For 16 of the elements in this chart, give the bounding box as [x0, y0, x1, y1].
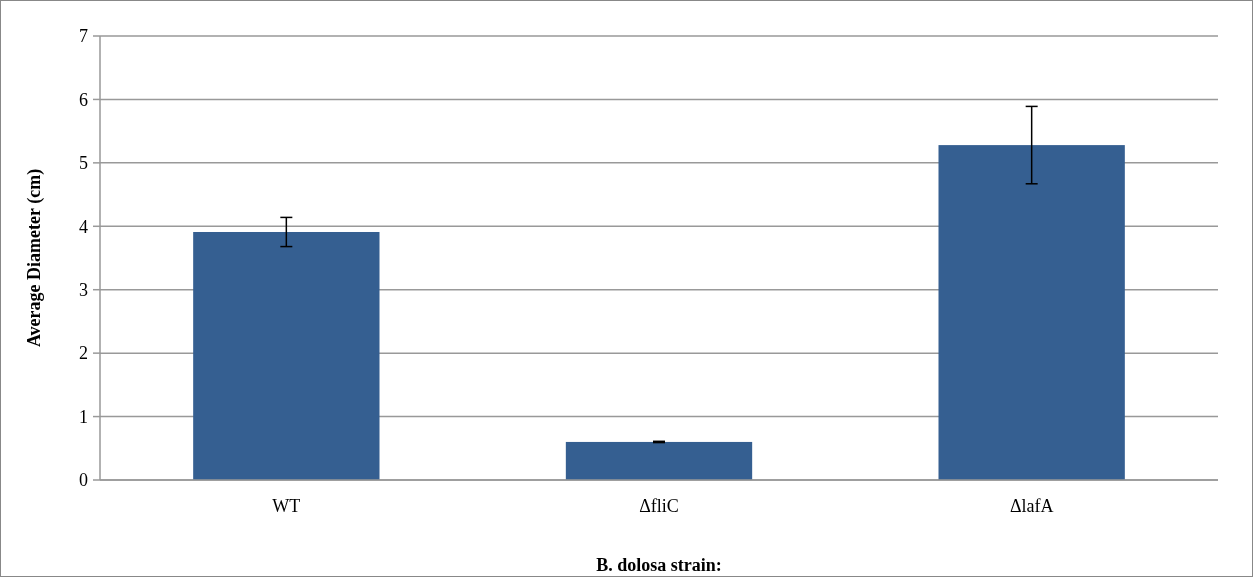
y-tick-label: 7 [79, 26, 88, 47]
y-axis-title: Average Diameter (cm) [24, 168, 45, 348]
x-tick-label: ΔfliC [639, 496, 679, 516]
y-tick-label: 5 [79, 153, 88, 174]
x-axis-title: B. dolosa strain: [596, 555, 722, 575]
x-tick-label: WT [272, 496, 301, 516]
y-tick-label: 1 [79, 406, 88, 427]
bar [193, 231, 380, 480]
y-tick-label: 0 [79, 470, 88, 491]
x-tick-label: ΔlafA [1009, 496, 1054, 516]
y-tick-label: 3 [79, 280, 88, 301]
y-tick-label: 6 [79, 89, 88, 110]
bar [565, 441, 753, 480]
y-tick-label: 2 [79, 343, 88, 364]
bar [938, 145, 1125, 480]
y-tick-label: 4 [79, 216, 88, 237]
